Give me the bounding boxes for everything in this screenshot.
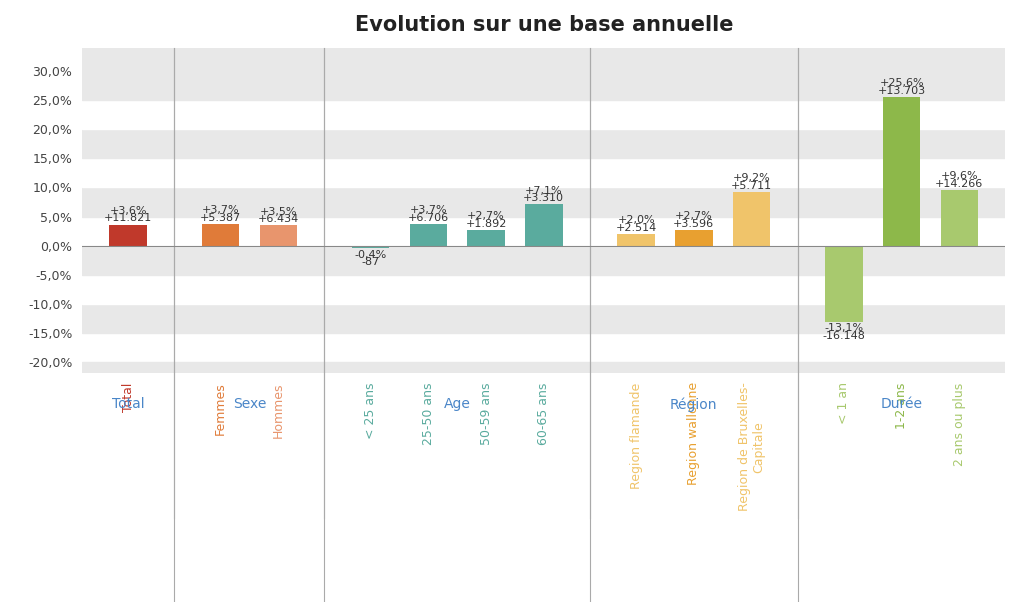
Bar — [82, 362, 1005, 373]
Bar — [82, 48, 1005, 72]
Text: +5.387: +5.387 — [200, 213, 241, 223]
Text: +5.711: +5.711 — [731, 181, 773, 191]
Text: +6.706: +6.706 — [407, 213, 449, 223]
Bar — [882, 97, 920, 246]
Text: +25,6%: +25,6% — [879, 78, 923, 88]
Text: +3.596: +3.596 — [673, 219, 714, 229]
Bar — [825, 246, 863, 321]
Bar — [733, 192, 771, 246]
Text: +3,6%: +3,6% — [110, 206, 147, 216]
Text: +3.310: +3.310 — [523, 193, 564, 203]
Text: +7,1%: +7,1% — [525, 185, 562, 196]
Text: -87: -87 — [361, 257, 380, 267]
Text: +3,5%: +3,5% — [260, 206, 298, 217]
Bar — [82, 332, 1005, 362]
Text: +3,7%: +3,7% — [202, 205, 239, 216]
Text: +13.703: +13.703 — [877, 85, 925, 96]
Bar — [202, 224, 239, 246]
Text: Région: Région — [670, 397, 717, 412]
Text: +11.821: +11.821 — [104, 214, 153, 223]
Bar — [618, 234, 655, 246]
Text: Sexe: Sexe — [233, 397, 266, 411]
Text: +14.266: +14.266 — [935, 179, 984, 188]
Text: Age: Age — [444, 397, 471, 411]
Bar — [352, 246, 390, 248]
Text: +6.434: +6.434 — [258, 214, 299, 224]
Bar — [260, 225, 298, 246]
Text: -13,1%: -13,1% — [824, 323, 864, 334]
Text: +3,7%: +3,7% — [409, 205, 447, 216]
Bar — [82, 129, 1005, 158]
Bar — [82, 158, 1005, 187]
Text: +9,6%: +9,6% — [941, 171, 978, 181]
Text: +2,7%: +2,7% — [467, 211, 505, 221]
Bar — [525, 204, 562, 246]
Bar — [82, 217, 1005, 246]
Bar — [467, 230, 505, 246]
Text: +9,2%: +9,2% — [733, 173, 771, 184]
Bar — [82, 187, 1005, 217]
Title: Evolution sur une base annuelle: Evolution sur une base annuelle — [355, 16, 733, 36]
Bar — [409, 224, 447, 246]
Bar — [675, 230, 713, 246]
Text: +1.892: +1.892 — [466, 219, 507, 229]
Bar — [82, 246, 1005, 275]
Bar — [110, 225, 147, 246]
Bar — [82, 275, 1005, 303]
Text: -0,4%: -0,4% — [355, 250, 387, 259]
Text: +2,7%: +2,7% — [675, 211, 713, 221]
Bar — [82, 303, 1005, 332]
Text: +2,0%: +2,0% — [618, 215, 655, 225]
Bar — [941, 190, 978, 246]
Text: Durée: Durée — [880, 397, 922, 411]
Bar — [82, 101, 1005, 129]
Text: +2.514: +2.514 — [616, 223, 657, 233]
Text: Total: Total — [112, 397, 145, 411]
Text: -16.148: -16.148 — [823, 331, 865, 341]
Bar — [82, 72, 1005, 101]
